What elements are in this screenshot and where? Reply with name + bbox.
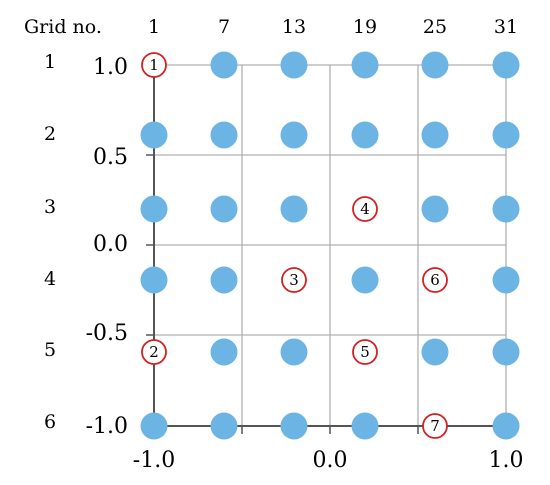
grid-point (351, 266, 379, 294)
grid-point (140, 266, 168, 294)
grid-point (210, 51, 238, 79)
grid-point (351, 51, 379, 79)
column-label: 1 (148, 16, 160, 38)
numbered-marker: 1 (141, 52, 167, 78)
numbered-marker: 3 (281, 267, 307, 293)
column-label: 19 (353, 16, 377, 38)
grid-point (421, 338, 449, 366)
grid-point (492, 266, 520, 294)
numbered-marker: 2 (141, 339, 167, 365)
grid-no-header: Grid no. (24, 16, 102, 38)
grid-point (280, 121, 308, 149)
row-label: 3 (44, 196, 56, 218)
y-tick-label: 1.0 (93, 55, 128, 80)
grid-point (351, 412, 379, 440)
marker-circle (422, 267, 448, 293)
column-label: 13 (282, 16, 306, 38)
grid-point (210, 412, 238, 440)
grid-point (421, 195, 449, 223)
reference-grid (154, 64, 507, 426)
grid-point (140, 121, 168, 149)
marker-circle (352, 196, 378, 222)
row-label: 1 (44, 51, 56, 73)
grid-point (280, 51, 308, 79)
x-tick-label: 0.0 (313, 448, 348, 473)
grid-point (492, 412, 520, 440)
y-tick-label: 0.0 (93, 232, 128, 257)
grid-points: 1 4 3 6 2 5 7 (140, 51, 520, 440)
marker-label: 5 (360, 343, 370, 361)
grid-point (210, 195, 238, 223)
grid-point (492, 338, 520, 366)
marker-circle (141, 339, 167, 365)
numbered-marker: 4 (352, 196, 378, 222)
row-label: 2 (44, 123, 56, 145)
grid-point (492, 121, 520, 149)
grid-point (280, 195, 308, 223)
row-label: 6 (44, 411, 56, 433)
grid-point (210, 338, 238, 366)
x-tick-label: 1.0 (489, 448, 524, 473)
grid-point (492, 51, 520, 79)
grid-point (140, 195, 168, 223)
marker-label: 3 (289, 271, 299, 289)
marker-label: 2 (149, 343, 159, 361)
marker-label: 4 (360, 200, 370, 218)
marker-circle (352, 339, 378, 365)
marker-label: 6 (430, 271, 440, 289)
y-tick-label: -1.0 (86, 414, 128, 439)
grid-point (140, 412, 168, 440)
column-label: 31 (494, 16, 518, 38)
numbered-marker: 5 (352, 339, 378, 365)
tick-marks (146, 64, 507, 434)
column-label: 25 (423, 16, 447, 38)
grid-point (210, 121, 238, 149)
grid-point (421, 51, 449, 79)
marker-label: 7 (430, 417, 440, 435)
numbered-marker: 6 (422, 267, 448, 293)
marker-circle (422, 413, 448, 439)
row-label: 4 (44, 268, 56, 290)
grid-point (280, 412, 308, 440)
marker-circle (141, 52, 167, 78)
marker-circle (281, 267, 307, 293)
numbered-marker: 7 (422, 413, 448, 439)
y-tick-label: -0.5 (86, 321, 128, 346)
grid-point (421, 121, 449, 149)
grid-point (351, 121, 379, 149)
y-tick-label: 0.5 (93, 145, 128, 170)
column-label: 7 (218, 16, 230, 38)
x-tick-label: -1.0 (133, 448, 175, 473)
grid-point (280, 338, 308, 366)
row-label: 5 (44, 339, 56, 361)
marker-label: 1 (149, 56, 159, 74)
grid-point (210, 266, 238, 294)
grid-point (492, 195, 520, 223)
